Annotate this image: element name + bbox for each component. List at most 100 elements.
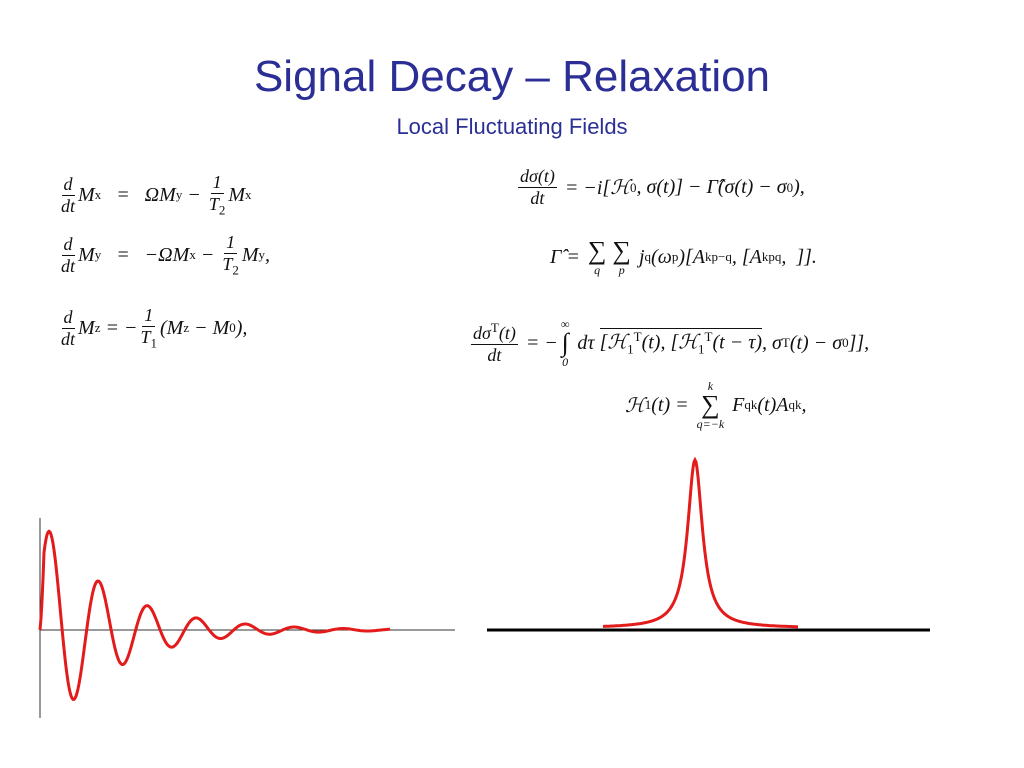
math-text: (t − τ) [712, 331, 763, 354]
math-text: = − [520, 331, 558, 354]
subscript: y [175, 187, 183, 203]
math-text: M [78, 243, 95, 266]
lorentzian-curve [603, 456, 798, 629]
subscript: 1 [698, 341, 705, 357]
math-text: dt [61, 195, 76, 216]
operator: ∞ ∫ 0 [561, 318, 570, 368]
subscript: k [794, 397, 802, 412]
numerator: dσT(t) [471, 320, 518, 345]
subscript: y [94, 247, 102, 263]
numerator: d [61, 307, 75, 329]
math-text: M [228, 183, 245, 206]
subtitle: Local Fluctuating Fields [396, 114, 628, 139]
fraction: d dt [61, 307, 75, 350]
math-text: (t) [498, 323, 516, 343]
numerator: d [61, 173, 75, 196]
math-text: T [222, 254, 233, 274]
superscript: q [788, 397, 795, 412]
math-text: j [633, 245, 645, 268]
math-text: dσ [473, 323, 491, 343]
superscript: q [744, 397, 751, 412]
subscript: 1 [644, 397, 652, 412]
subscript: 2 [232, 262, 239, 278]
subscript: z [94, 320, 101, 336]
numerator: 1 [142, 305, 156, 327]
denominator: dt [61, 329, 75, 350]
subscript: x [245, 187, 252, 203]
subscript: 0 [229, 320, 236, 336]
math-text: ), [235, 316, 248, 339]
math-text: (t)A [757, 393, 789, 416]
upper-limit: k [707, 379, 714, 393]
superscript: T [490, 320, 499, 335]
fraction: d dt [61, 174, 75, 217]
operator: k ∑ q=−k [697, 380, 725, 430]
math-text: − M [189, 316, 230, 339]
math-text: (t), [ℋ [641, 331, 699, 354]
math-text: 1 [212, 172, 222, 192]
title: Signal Decay – Relaxation [253, 52, 771, 101]
upper-limit: ∞ [560, 317, 570, 331]
math-text: , σ [762, 331, 782, 354]
math-text: (t) − σ [789, 331, 843, 354]
subscript: 1 [627, 341, 634, 357]
denominator: dt [61, 196, 75, 217]
math-text: dτ [572, 331, 600, 354]
math-text: [ℋ [599, 331, 628, 354]
math-text: = −i[ℋ [559, 177, 630, 199]
math-text: M [78, 316, 95, 339]
denominator: T2 [222, 254, 239, 279]
math-text: M [241, 243, 259, 266]
math-text: d [63, 233, 73, 254]
math-text: (M [159, 316, 184, 339]
operator: ∑ q [588, 238, 607, 277]
equation: dσT(t) dt = − ∞ ∫ 0 dτ [ℋ1T(t), [ℋ1T(t − τ),… [468, 318, 869, 368]
math-text: dt [61, 255, 76, 276]
math-text: , [A [731, 245, 762, 268]
denominator: T2 [209, 194, 226, 219]
superscript: T [781, 335, 790, 350]
math-text: dt [530, 188, 545, 208]
equation: dσ(t) dt = −i[ℋ 0, σ(t)] − Γ̂(σ(t) − σ 0), [515, 166, 805, 209]
numerator: dσ(t) [518, 166, 557, 188]
math-text: T [140, 327, 151, 347]
math-text: = −ΩM [101, 243, 190, 266]
operator-sign: ∑ [701, 390, 720, 419]
math-text: )[A [678, 245, 705, 268]
subscript: 0 [842, 335, 849, 350]
lower-limit: q [594, 263, 601, 277]
equation: Γ̂ = ∑ q ∑ p j q (ω p)[A kp −q, [A kp q, ]]. [550, 238, 817, 277]
subscript: y [258, 247, 266, 263]
fraction: d dt [61, 234, 75, 277]
superscript: −q [717, 249, 732, 264]
math-text: T [208, 194, 219, 214]
subscript: 0 [629, 179, 637, 195]
denominator: T1 [140, 327, 157, 352]
math-text: , ]]. [781, 245, 817, 268]
subscript: x [94, 187, 102, 203]
math-text: ), [793, 176, 805, 198]
subscript: kp [761, 249, 775, 264]
denominator: dt [487, 345, 501, 366]
operator-sign: ∫ [561, 328, 569, 357]
fraction: dσT(t) dt [471, 320, 518, 366]
fraction: dσ(t) dt [518, 166, 557, 209]
math-text: (ω [651, 245, 672, 268]
numerator: 1 [224, 232, 238, 254]
math-text: d [63, 173, 73, 194]
math-text: = − [100, 316, 138, 339]
math-text: = ΩM [101, 183, 176, 206]
math-text: Γ̂ = [550, 245, 585, 268]
denominator: dt [530, 188, 544, 209]
subscript: k [750, 397, 758, 412]
fraction: 1 T2 [209, 172, 226, 219]
subscript: 1 [150, 335, 157, 351]
math-text: (t) = [651, 393, 694, 416]
numerator: d [61, 233, 75, 256]
subscript: 2 [218, 202, 226, 218]
